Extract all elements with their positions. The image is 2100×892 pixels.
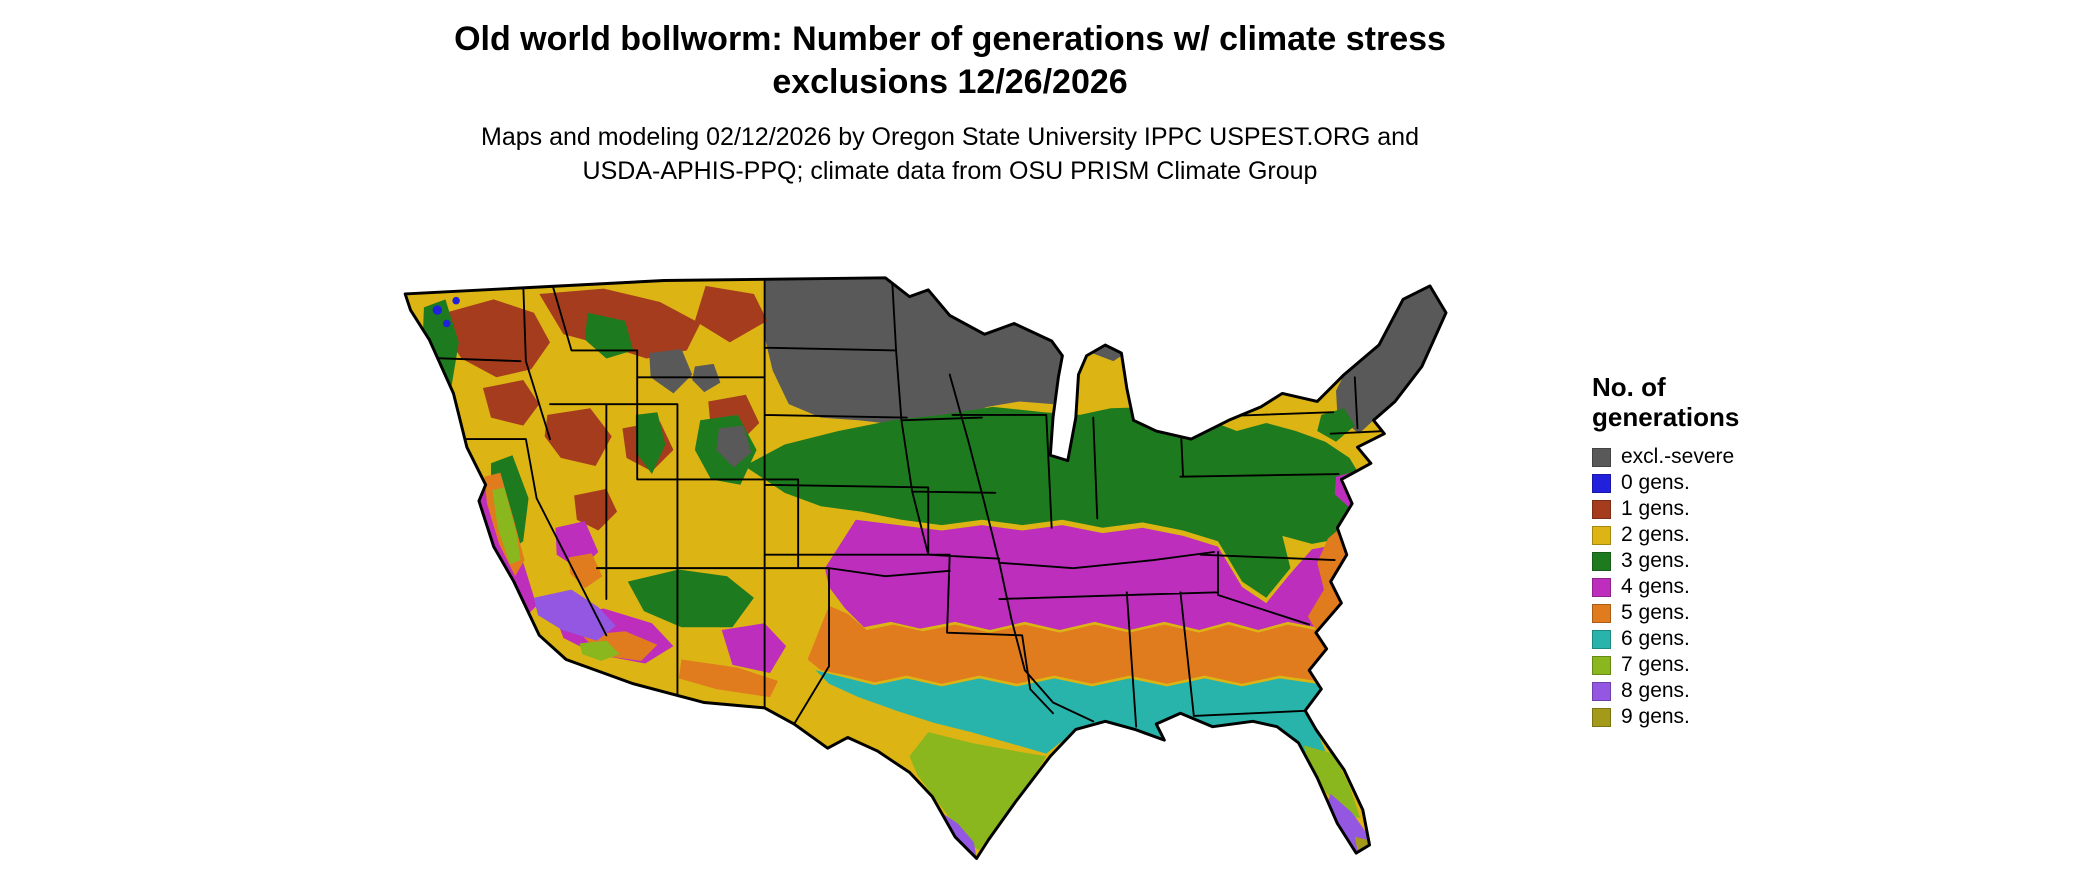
map-region-4-gens-band bbox=[824, 519, 1347, 630]
title-block: Old world bollworm: Number of generation… bbox=[300, 18, 1600, 188]
map-region-excl-severe-rockies bbox=[649, 349, 752, 468]
legend-swatch-7-gens bbox=[1592, 655, 1611, 675]
map-region-8-gens-texas-tip bbox=[932, 796, 977, 859]
page-title-line1: Old world bollworm: Number of generation… bbox=[454, 20, 1446, 58]
us-map-svg bbox=[403, 276, 1448, 860]
map-region-7-gens-west-mosaic bbox=[492, 487, 620, 661]
legend-item-7-gens: 7 gens. bbox=[1592, 652, 1872, 678]
us-generations-map bbox=[322, 216, 1556, 888]
map-region-0-gens-specks bbox=[432, 296, 460, 328]
legend-swatch-0-gens bbox=[1592, 473, 1611, 493]
map-region-5-gens-band bbox=[807, 605, 1327, 684]
legend-item-0-gens: 0 gens. bbox=[1592, 470, 1872, 496]
legend-label-1-gens: 1 gens. bbox=[1621, 497, 1690, 520]
map-region-5-gens-west-mosaic bbox=[484, 472, 779, 698]
us-outline bbox=[403, 276, 1448, 860]
legend-item-1-gens: 1 gens. bbox=[1592, 496, 1872, 522]
legend-item-excl-severe: excl.-severe bbox=[1592, 444, 1872, 470]
map-region-7-gens-texas bbox=[909, 732, 1047, 851]
legend-label-0-gens: 0 gens. bbox=[1621, 471, 1690, 494]
legend-label-2-gens: 2 gens. bbox=[1621, 523, 1690, 546]
legend-label-5-gens: 5 gens. bbox=[1621, 601, 1690, 624]
legend-swatch-6-gens bbox=[1592, 629, 1611, 649]
legend-title-line2: generations bbox=[1592, 402, 1740, 432]
legend-item-9-gens: 9 gens. bbox=[1592, 704, 1872, 730]
subtitle-line1: Maps and modeling 02/12/2026 by Oregon S… bbox=[481, 123, 1419, 151]
legend-swatch-8-gens bbox=[1592, 681, 1611, 701]
legend-swatch-9-gens bbox=[1592, 707, 1611, 727]
legend-label-excl-severe: excl.-severe bbox=[1621, 445, 1735, 468]
subtitle-block: Maps and modeling 02/12/2026 by Oregon S… bbox=[300, 120, 1600, 188]
map-region-8-gens-west-mosaic bbox=[533, 589, 616, 641]
subtitle-line2: USDA-APHIS-PPQ; climate data from OSU PR… bbox=[582, 157, 1318, 185]
legend-item-6-gens: 6 gens. bbox=[1592, 626, 1872, 652]
legend-swatch-2-gens bbox=[1592, 525, 1611, 545]
legend-swatch-4-gens bbox=[1592, 577, 1611, 597]
legend-item-4-gens: 4 gens. bbox=[1592, 574, 1872, 600]
legend-swatch-1-gens bbox=[1592, 499, 1611, 519]
legend-label-8-gens: 8 gens. bbox=[1621, 679, 1690, 702]
legend-swatch-excl-severe bbox=[1592, 447, 1611, 467]
legend-items: excl.-severe 0 gens. 1 gens. 2 gens. 3 g… bbox=[1592, 444, 1872, 730]
legend-label-7-gens: 7 gens. bbox=[1621, 653, 1690, 676]
legend-label-4-gens: 4 gens. bbox=[1621, 575, 1690, 598]
legend-swatch-3-gens bbox=[1592, 551, 1611, 571]
legend-item-3-gens: 3 gens. bbox=[1592, 548, 1872, 574]
legend-item-2-gens: 2 gens. bbox=[1592, 522, 1872, 548]
map-region-6-gens-band bbox=[815, 670, 1326, 757]
map-region-excl-severe-newengland bbox=[1336, 285, 1447, 434]
state-borders bbox=[405, 277, 1386, 728]
legend-item-5-gens: 5 gens. bbox=[1592, 600, 1872, 626]
page-title-line2: exclusions 12/26/2026 bbox=[772, 63, 1128, 101]
legend-item-8-gens: 8 gens. bbox=[1592, 678, 1872, 704]
legend-title-line1: No. of bbox=[1592, 372, 1666, 402]
legend-label-9-gens: 9 gens. bbox=[1621, 705, 1690, 728]
map-region-7-gens-florida bbox=[1303, 745, 1361, 819]
legend-label-6-gens: 6 gens. bbox=[1621, 627, 1690, 650]
legend-label-3-gens: 3 gens. bbox=[1621, 549, 1690, 572]
legend: No. of generations excl.-severe 0 gens. … bbox=[1592, 372, 1872, 730]
legend-swatch-5-gens bbox=[1592, 603, 1611, 623]
map-region-5-gens-coastal bbox=[1307, 530, 1347, 630]
